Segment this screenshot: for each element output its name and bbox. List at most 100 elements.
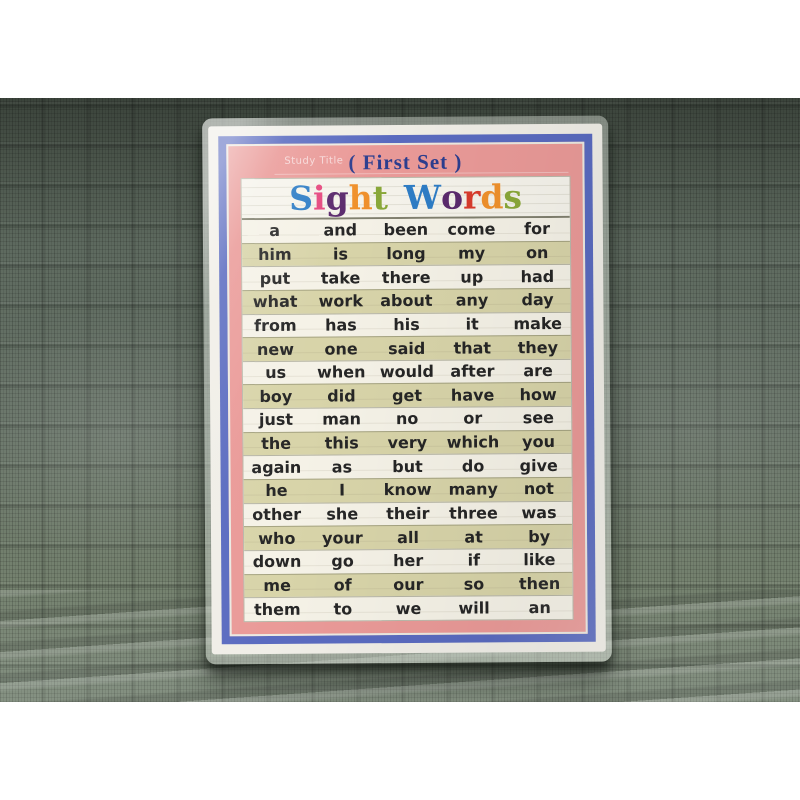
sight-word: their bbox=[386, 503, 430, 524]
word-row: other she their three was bbox=[243, 500, 572, 527]
sight-word: me bbox=[263, 575, 291, 595]
sight-word: him bbox=[257, 244, 292, 264]
sight-word: work bbox=[318, 291, 363, 311]
title-letter: r bbox=[462, 177, 481, 217]
sight-word: your bbox=[321, 527, 363, 548]
sight-word: put bbox=[259, 268, 291, 288]
sight-word: has bbox=[325, 315, 357, 335]
title-letter: g bbox=[325, 178, 349, 218]
sight-word: three bbox=[449, 503, 498, 523]
sight-word: to bbox=[333, 598, 353, 619]
sight-word: but bbox=[392, 456, 423, 476]
chart-header: Study Title ( First Set ) bbox=[240, 144, 570, 178]
sight-word: up bbox=[460, 267, 484, 287]
sight-word: on bbox=[525, 242, 549, 263]
sight-word: at bbox=[464, 527, 483, 547]
sight-word: that bbox=[453, 337, 492, 358]
sight-word: did bbox=[327, 386, 356, 406]
word-row: him is long my on bbox=[241, 240, 571, 267]
sight-word: go bbox=[331, 551, 354, 571]
sight-word: we bbox=[395, 598, 422, 618]
sight-word: them bbox=[253, 599, 301, 619]
sight-word: any bbox=[455, 290, 489, 310]
sight-word: get bbox=[391, 385, 423, 405]
sight-word: make bbox=[513, 313, 563, 334]
sight-word: day bbox=[521, 290, 554, 310]
sight-word: see bbox=[522, 408, 555, 428]
sight-word: you bbox=[522, 432, 556, 452]
word-row: who your all at by bbox=[243, 524, 573, 551]
sight-word: of bbox=[333, 575, 352, 595]
sight-word: our bbox=[393, 574, 424, 595]
sight-word: who bbox=[258, 528, 296, 548]
sight-word: about bbox=[380, 291, 433, 311]
sight-word: my bbox=[458, 243, 486, 263]
sight-word: long bbox=[386, 243, 426, 264]
word-row: again as but do give bbox=[243, 453, 572, 480]
sight-word: she bbox=[326, 504, 359, 524]
sight-word: as bbox=[331, 457, 353, 477]
title-letter: d bbox=[480, 177, 504, 217]
study-title-label: Study Title bbox=[284, 155, 344, 167]
word-row: boy did get have how bbox=[242, 382, 572, 409]
sight-word: was bbox=[521, 502, 557, 523]
title-letter: i bbox=[312, 178, 326, 218]
sight-word: come bbox=[447, 219, 496, 240]
sight-word: have bbox=[450, 385, 495, 405]
sight-word: not bbox=[523, 479, 554, 499]
word-row: down go her if like bbox=[244, 547, 573, 574]
word-row: from has his it make bbox=[242, 311, 571, 338]
sight-word: us bbox=[265, 362, 287, 383]
word-row: put take there up had bbox=[242, 264, 571, 291]
word-row: me of our so then bbox=[244, 571, 573, 598]
title-letter: h bbox=[348, 178, 373, 218]
sight-word: had bbox=[520, 266, 555, 286]
sight-word: just bbox=[258, 410, 294, 430]
sight-word: or bbox=[463, 408, 483, 429]
sight-word: her bbox=[393, 551, 424, 571]
sight-word: would bbox=[379, 361, 434, 382]
sight-word: will bbox=[458, 597, 490, 618]
sight-word: no bbox=[395, 409, 419, 429]
word-row: just man no or see bbox=[243, 405, 572, 432]
sight-word: a bbox=[269, 221, 281, 241]
sight-word: and bbox=[323, 220, 358, 240]
sight-word: been bbox=[383, 220, 429, 240]
sight-word: they bbox=[517, 337, 559, 357]
sight-word: then bbox=[518, 573, 561, 594]
sight-word: like bbox=[523, 550, 556, 570]
sight-word: are bbox=[523, 361, 553, 381]
title-letter: t bbox=[372, 178, 389, 218]
sight-word: one bbox=[324, 338, 358, 359]
title-letter: S bbox=[289, 178, 314, 218]
sight-word: know bbox=[383, 480, 432, 500]
sight-word: how bbox=[519, 384, 557, 405]
sight-word: is bbox=[332, 244, 349, 264]
sight-word: very bbox=[387, 432, 428, 453]
letterbox-top bbox=[0, 0, 800, 98]
sight-word: new bbox=[256, 339, 295, 359]
sight-word: when bbox=[316, 362, 366, 382]
sight-word: down bbox=[252, 552, 302, 572]
letterbox-bottom bbox=[0, 702, 800, 800]
word-row: what work about any day bbox=[242, 287, 571, 314]
word-row: new one said that they bbox=[242, 335, 571, 361]
sight-word: from bbox=[254, 315, 297, 335]
sight-word: all bbox=[397, 527, 419, 547]
sight-word: boy bbox=[259, 386, 293, 406]
word-row: a and been come for bbox=[241, 217, 570, 243]
title-letter: s bbox=[503, 177, 523, 217]
word-grid: a and been come for him is long my on put take the… bbox=[241, 217, 573, 622]
sight-word: which bbox=[446, 432, 500, 452]
first-set-label: ( First Set ) bbox=[348, 149, 463, 174]
